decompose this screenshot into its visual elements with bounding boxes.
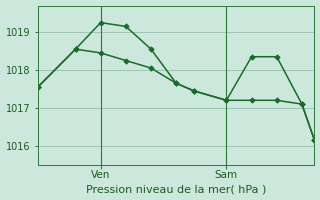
X-axis label: Pression niveau de la mer( hPa ): Pression niveau de la mer( hPa ) bbox=[86, 184, 266, 194]
